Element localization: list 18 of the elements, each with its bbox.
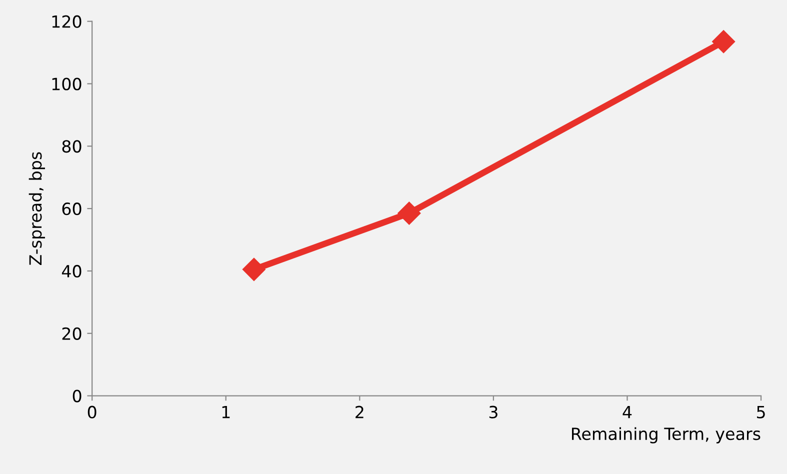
y-tick-label: 100 xyxy=(52,78,82,90)
x-tick-label: 3 xyxy=(489,406,498,418)
x-tick-label: 2 xyxy=(356,406,364,418)
x-tick-label: 0 xyxy=(88,406,96,418)
x-tick-label: 5 xyxy=(757,406,765,418)
y-tick-label: 120 xyxy=(52,15,82,28)
point xyxy=(398,202,421,225)
y-tick-label: 20 xyxy=(62,327,82,340)
y-tick-label: 40 xyxy=(62,264,82,278)
y-tick-label: 60 xyxy=(62,202,82,216)
point xyxy=(712,30,736,54)
point xyxy=(242,258,266,281)
y-tick-label: 80 xyxy=(62,140,82,153)
x-tick-label: 1 xyxy=(222,406,230,418)
y-axis-title: Z-spread, bps xyxy=(28,152,45,265)
x-tick-label: 4 xyxy=(622,406,632,418)
x-axis-title: Remaining Term, years xyxy=(572,427,760,444)
y-tick-label: 0 xyxy=(72,390,82,402)
